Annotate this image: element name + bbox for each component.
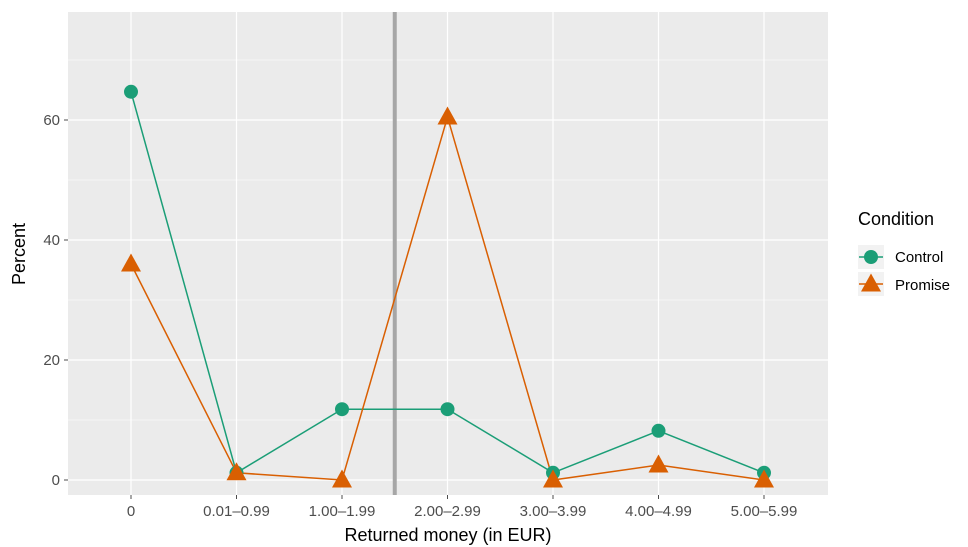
point-promise bbox=[226, 462, 247, 481]
point-promise bbox=[121, 253, 141, 272]
y-axis: 0 20 40 60 bbox=[43, 112, 68, 489]
x-tick-label: 0.01–0.99 bbox=[203, 503, 270, 520]
series-layer bbox=[121, 84, 774, 488]
y-tick-label: 0 bbox=[52, 472, 60, 489]
point-control bbox=[124, 84, 138, 99]
legend-label-promise: Promise bbox=[895, 277, 950, 294]
y-tick-label: 40 bbox=[43, 232, 60, 249]
point-control bbox=[651, 423, 666, 438]
legend: Condition Control Promise bbox=[858, 209, 950, 296]
y-tick-label: 20 bbox=[43, 352, 60, 369]
legend-keys bbox=[858, 245, 884, 296]
point-control bbox=[335, 402, 349, 417]
x-tick-label: 3.00–3.99 bbox=[520, 503, 587, 520]
legend-key-promise bbox=[861, 273, 881, 292]
point-control bbox=[440, 402, 455, 417]
x-tick-label: 2.00–2.99 bbox=[414, 503, 481, 520]
point-promise bbox=[543, 469, 563, 488]
legend-key-control bbox=[864, 250, 878, 264]
x-axis-title: Returned money (in EUR) bbox=[344, 525, 551, 545]
legend-title: Condition bbox=[858, 209, 934, 229]
x-tick-label: 5.00–5.99 bbox=[731, 503, 798, 520]
point-promise bbox=[437, 106, 458, 125]
legend-label-control: Control bbox=[895, 249, 943, 266]
y-axis-title: Percent bbox=[9, 223, 29, 285]
x-axis: 0 0.01–0.99 1.00–1.99 2.00–2.99 3.00–3.99 4.0… bbox=[127, 495, 798, 520]
y-tick-label: 60 bbox=[43, 112, 60, 129]
point-promise bbox=[648, 454, 669, 473]
x-tick-label: 0 bbox=[127, 503, 135, 520]
point-promise bbox=[332, 469, 352, 488]
x-tick-label: 1.00–1.99 bbox=[309, 503, 376, 520]
point-promise bbox=[754, 469, 774, 488]
x-tick-label: 4.00–4.99 bbox=[625, 503, 692, 520]
